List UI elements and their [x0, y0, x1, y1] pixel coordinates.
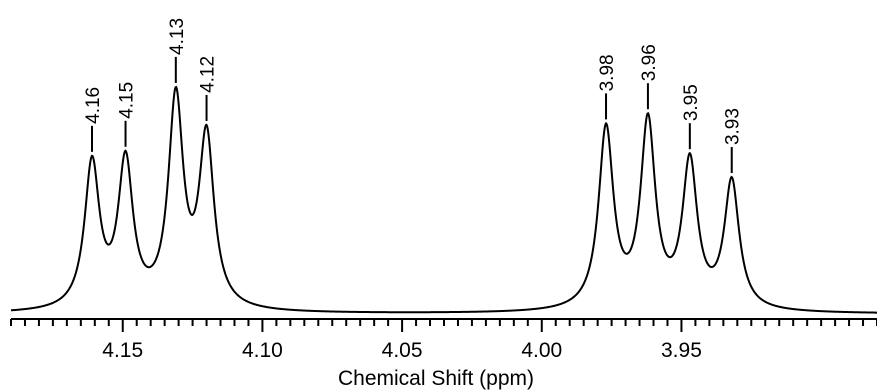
peak-label: 3.96: [639, 44, 660, 81]
x-axis-ticks: [10, 319, 877, 332]
peak-label: 4.16: [83, 87, 104, 124]
x-tick-label: 3.95: [661, 339, 702, 362]
peak-label: 4.15: [117, 82, 138, 119]
peak-label: 4.13: [167, 18, 188, 55]
x-tick-label: 4.05: [382, 339, 423, 362]
peak-labels: 4.16 4.15 4.13 4.12 3.98 3.96 3.95 3.93: [83, 18, 744, 174]
x-tick-label: 4.00: [521, 339, 562, 362]
x-axis-tick-labels: 4.15 4.10 4.05 4.00 3.95: [102, 339, 702, 362]
peak-label: 4.12: [198, 56, 219, 93]
peak-label: 3.95: [681, 84, 702, 121]
spectrum-line: [10, 85, 877, 314]
x-axis-title: Chemical Shift (ppm): [338, 367, 534, 390]
peak-label: 3.98: [597, 54, 618, 91]
peak-label: 3.93: [723, 108, 744, 145]
x-tick-label: 4.15: [102, 339, 143, 362]
x-tick-label: 4.10: [242, 339, 283, 362]
